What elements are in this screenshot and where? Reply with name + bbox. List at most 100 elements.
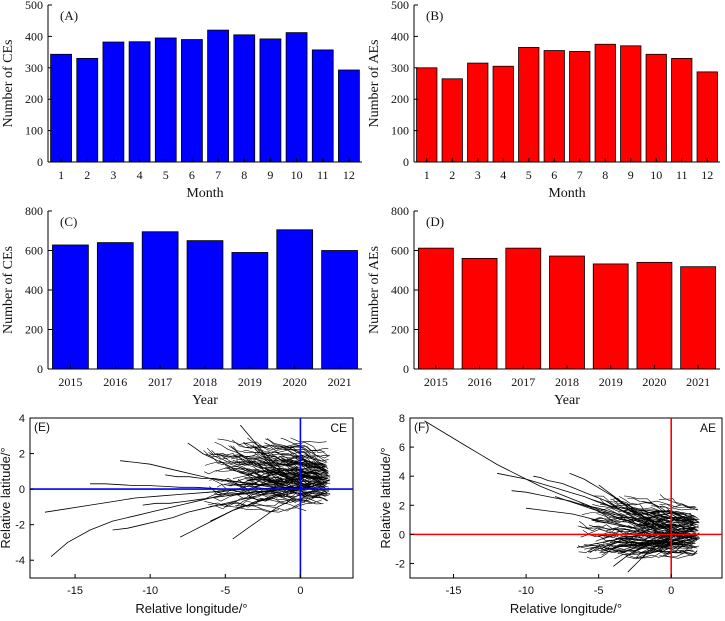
y-tick-label: 400: [391, 283, 409, 297]
bar-2018: [186, 240, 224, 370]
y-tick-label: 100: [25, 124, 43, 138]
y-tick-label: -2: [395, 558, 405, 570]
track-line-core: [279, 445, 329, 470]
y-tick-label: 0: [37, 362, 43, 376]
track-line: [112, 492, 278, 531]
bar-2019: [592, 263, 629, 370]
track-line: [569, 472, 665, 528]
track-line: [239, 424, 307, 486]
track-line-core: [276, 496, 328, 503]
y-axis-label: Relative latitude/°: [0, 447, 13, 548]
x-tick-label: 6: [551, 168, 557, 182]
bar-6: [181, 39, 203, 163]
panel-e-ce-track-plot: -15 -10 -5 0 -4 -2 0 2 4 Relative longitude/° Rela…: [0, 413, 354, 616]
track-group: [424, 420, 701, 573]
y-tick-label: 200: [25, 92, 43, 106]
track-line-core: [286, 493, 322, 504]
x-tick-label: 7: [577, 168, 583, 182]
bar-2018: [549, 255, 585, 370]
bar-8: [594, 43, 616, 163]
track-line-core: [657, 510, 694, 521]
track-line: [165, 474, 298, 490]
x-tick-label: 4: [500, 168, 506, 182]
x-tick-label: -5: [220, 585, 230, 597]
track-line-core: [599, 542, 694, 554]
bar-5: [518, 46, 540, 163]
bar-3: [102, 41, 125, 163]
track-line-core: [592, 504, 700, 523]
bar-9: [620, 45, 642, 163]
track-line-core: [247, 453, 326, 471]
track-line-core: [594, 539, 685, 552]
bar-10: [285, 32, 308, 163]
track-line-core: [227, 488, 327, 498]
track-line: [526, 507, 666, 534]
track-line: [554, 496, 678, 534]
x-tick-label: 2015: [58, 375, 82, 389]
track-line-core: [209, 502, 307, 513]
y-tick-label: 0: [37, 155, 43, 169]
track-line-core: [659, 550, 698, 559]
bar-3: [467, 62, 489, 163]
bar-9: [259, 38, 282, 163]
panel-label: (A): [60, 8, 78, 23]
track-line-core: [246, 473, 328, 483]
track-line-core: [235, 495, 327, 512]
track-line: [225, 467, 304, 490]
y-axis-label: Number of CEs: [1, 246, 16, 334]
bar-2021: [680, 266, 717, 370]
x-tick-label: 4: [137, 168, 143, 182]
track-line-core: [636, 550, 696, 558]
plot-frame: [29, 417, 354, 579]
track-line-core: [265, 438, 326, 466]
bar-1: [50, 53, 72, 163]
panel-label: (E): [34, 420, 50, 434]
x-tick-label: 9: [267, 168, 273, 182]
y-tick-label: 8: [399, 413, 405, 425]
x-tick-label: 2015: [424, 375, 448, 389]
x-tick-label: 12: [343, 168, 355, 182]
track-line-core: [618, 496, 694, 526]
x-tick-label: 7: [215, 168, 221, 182]
track-line-core: [207, 489, 307, 506]
y-tick-label: 2: [399, 500, 405, 512]
track-line-core: [652, 519, 699, 526]
track-line: [511, 490, 672, 531]
x-tick-label: 12: [701, 168, 713, 182]
corner-label: CE: [330, 421, 347, 435]
y-tick-label: 500: [25, 0, 43, 12]
bar-5: [154, 37, 177, 163]
y-tick-label: 200: [391, 92, 409, 106]
track-line: [424, 420, 657, 528]
y-tick-label: 200: [391, 323, 409, 337]
x-tick-label: 9: [628, 168, 634, 182]
panel-label: (C): [60, 214, 77, 229]
y-tick-label: 200: [25, 323, 43, 337]
x-tick-label: 2016: [468, 375, 492, 389]
bar-2020: [636, 261, 673, 370]
track-line-core: [609, 536, 692, 544]
x-tick-label: -15: [446, 585, 462, 597]
x-tick-label: 10: [291, 168, 303, 182]
bar-2015: [52, 244, 89, 370]
bar-2021: [321, 250, 358, 370]
track-line-core: [600, 542, 696, 553]
y-tick-label: 0: [399, 529, 405, 541]
y-tick-label: 6: [399, 442, 405, 454]
track-line-core: [291, 469, 323, 475]
y-tick-label: 600: [391, 244, 409, 258]
track-line-core: [627, 524, 696, 535]
track-line: [180, 492, 296, 538]
x-axis-label: Relative longitude/°: [510, 601, 622, 616]
x-tick-label: 2019: [599, 375, 623, 389]
track-line-core: [266, 438, 327, 464]
x-tick-label: 2: [449, 168, 455, 182]
x-axis-label: Month: [186, 186, 223, 201]
y-tick-label: 0: [403, 155, 409, 169]
track-line-core: [579, 520, 646, 535]
track-line-core: [614, 541, 696, 560]
track-line-core: [260, 492, 327, 502]
x-tick-label: -10: [518, 585, 534, 597]
track-line-core: [658, 498, 697, 509]
